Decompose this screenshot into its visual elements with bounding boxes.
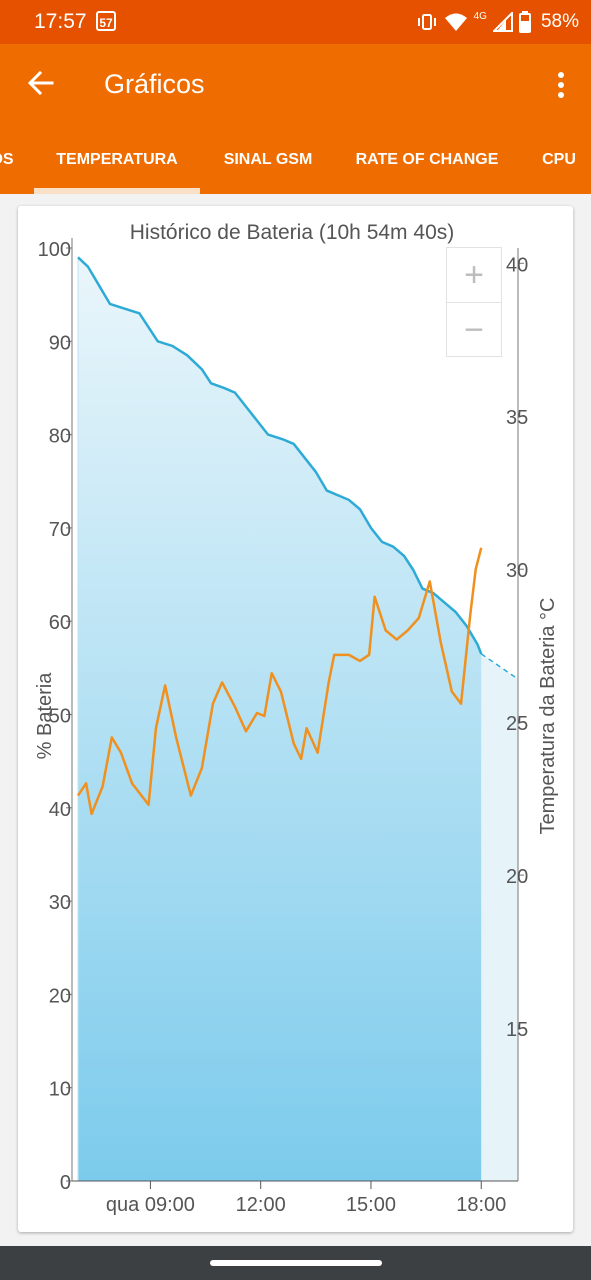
y-tick-label: 100 — [38, 239, 71, 261]
y2-axis-label: Temperatura da Bateria °C — [537, 597, 559, 834]
battery-history-chart[interactable]: 0 10 20 30 40 50 60 70 80 90 100 15 20 25 30 35 40 qua 09… — [0, 0, 591, 1246]
status-bar: 17:57 57 4G 58% — [0, 0, 591, 44]
zoom-controls: + − — [446, 247, 502, 357]
tab-label: RATE OF CHANGE — [355, 151, 499, 168]
tab-label: OS — [0, 151, 14, 168]
page-title: Gráficos — [104, 69, 205, 99]
cell-signal-icon — [492, 12, 513, 32]
x-tick-label: 12:00 — [236, 1194, 286, 1216]
y2-tick-label: 20 — [506, 866, 528, 888]
status-time: 17:57 — [34, 10, 87, 33]
arrow-back-icon — [27, 70, 54, 96]
y-tick-label: 60 — [49, 612, 71, 634]
battery-projection-area — [481, 653, 518, 1181]
x-tick-label: 15:00 — [346, 1194, 396, 1216]
x-tick-label: 18:00 — [456, 1194, 506, 1216]
zoom-out-button[interactable]: − — [464, 311, 484, 349]
y-tick-label: 40 — [49, 799, 71, 821]
battery-percentage: 58% — [540, 11, 579, 32]
back-button[interactable] — [24, 66, 58, 100]
y-tick-label: 30 — [49, 892, 71, 914]
network-type: 4G — [473, 10, 487, 22]
tab-cpu[interactable]: CPU — [532, 132, 586, 188]
y-axis-label: % Bateria — [34, 672, 56, 760]
vibrate-icon — [417, 14, 436, 30]
y-tick-label: 90 — [49, 332, 71, 354]
app-bar: Gráficos OS TEMPERATURA SINAL GSM RATE O… — [0, 44, 591, 194]
status-icons: 4G 58% — [416, 8, 579, 36]
y-tick-label: 50 — [49, 706, 71, 728]
chart-title: Histórico de Bateria (10h 54m 40s) — [130, 221, 455, 244]
tab-os[interactable]: OS — [0, 132, 22, 188]
active-tab-indicator — [34, 188, 200, 194]
zoom-divider — [447, 302, 501, 303]
y-tick-label: 0 — [60, 1172, 71, 1194]
tab-sinal-gsm[interactable]: SINAL GSM — [212, 132, 324, 188]
more-vert-icon — [558, 72, 564, 98]
overflow-menu-button[interactable] — [551, 70, 571, 100]
battery-projection-line — [480, 653, 519, 680]
tab-bar: OS TEMPERATURA SINAL GSM RATE OF CHANGE … — [0, 132, 591, 194]
y2-tick-label: 15 — [506, 1019, 528, 1041]
tab-temperatura[interactable]: TEMPERATURA — [34, 132, 200, 194]
notification-badge-icon: 57 — [96, 11, 116, 31]
tab-label: TEMPERATURA — [56, 151, 178, 168]
y-tick-label: 20 — [49, 985, 71, 1007]
tab-label: CPU — [542, 151, 576, 168]
system-nav-bar — [0, 1246, 591, 1280]
zoom-in-button[interactable]: + — [464, 256, 484, 294]
home-gesture-handle[interactable] — [210, 1260, 382, 1266]
y-tick-label: 10 — [49, 1079, 71, 1101]
y2-tick-label: 30 — [506, 560, 528, 582]
y2-tick-label: 40 — [506, 254, 528, 276]
y-tick-label: 80 — [49, 426, 71, 448]
temperature-series-line — [76, 547, 483, 816]
tab-rate-of-change[interactable]: RATE OF CHANGE — [350, 132, 504, 188]
wifi-icon — [444, 13, 467, 31]
tab-label: SINAL GSM — [223, 151, 313, 168]
y-tick-label: 70 — [49, 519, 71, 541]
x-tick-label: qua 09:00 — [106, 1194, 195, 1216]
battery-series-line — [77, 256, 483, 655]
y2-tick-label: 35 — [506, 407, 528, 429]
battery-area — [78, 257, 482, 1182]
y2-tick-label: 25 — [506, 713, 528, 735]
battery-icon — [518, 11, 531, 33]
